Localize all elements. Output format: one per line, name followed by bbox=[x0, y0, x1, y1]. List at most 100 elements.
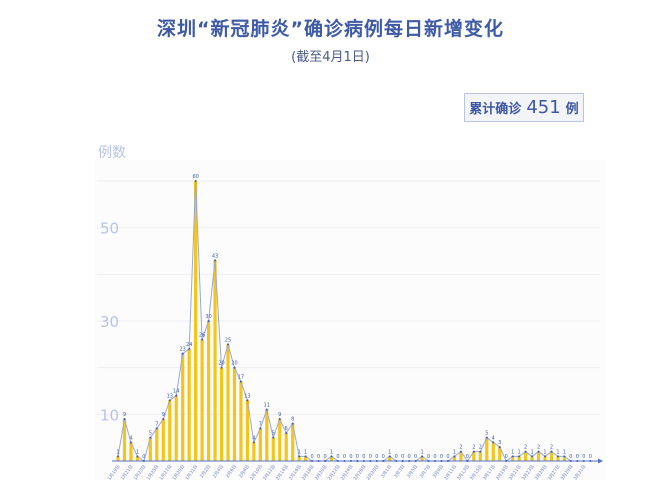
data-point bbox=[194, 180, 197, 182]
data-point bbox=[259, 427, 262, 430]
data-label: 7 bbox=[259, 421, 262, 427]
data-point bbox=[291, 422, 294, 425]
data-point bbox=[324, 460, 327, 462]
bar bbox=[129, 442, 133, 461]
data-label: 0 bbox=[569, 454, 572, 460]
data-label: 2 bbox=[537, 445, 540, 451]
chart-subtitle: (截至4月1日) bbox=[291, 50, 370, 65]
data-point bbox=[582, 460, 585, 462]
bar bbox=[549, 451, 554, 461]
data-point bbox=[201, 338, 204, 341]
bar bbox=[556, 456, 560, 461]
bar bbox=[155, 428, 159, 461]
data-label: 7 bbox=[155, 421, 158, 427]
data-point bbox=[511, 455, 514, 458]
data-point bbox=[220, 366, 223, 369]
data-point bbox=[233, 366, 236, 369]
y-tick-label: 50 bbox=[100, 220, 119, 238]
data-label: 11 bbox=[264, 403, 270, 409]
bar bbox=[135, 456, 140, 461]
data-point bbox=[589, 460, 592, 462]
data-point bbox=[278, 418, 281, 420]
data-label: 5 bbox=[149, 431, 152, 437]
x-axis-arrow bbox=[598, 458, 603, 464]
data-point bbox=[298, 455, 301, 458]
data-point bbox=[155, 427, 158, 430]
data-label: 0 bbox=[576, 454, 579, 460]
data-point bbox=[408, 460, 411, 462]
y-axis-label: 例数 bbox=[98, 145, 126, 161]
data-label: 3 bbox=[498, 440, 501, 446]
data-label: 0 bbox=[589, 454, 592, 460]
data-label: 0 bbox=[382, 454, 385, 460]
data-point bbox=[369, 460, 372, 462]
data-point bbox=[214, 259, 217, 262]
data-label: 1 bbox=[511, 449, 514, 455]
bar bbox=[491, 442, 495, 461]
bar bbox=[530, 456, 534, 461]
bar bbox=[271, 437, 275, 461]
bar bbox=[562, 456, 567, 461]
data-label: 5 bbox=[272, 431, 275, 437]
data-label: 0 bbox=[408, 454, 411, 460]
total-value: 451 bbox=[526, 97, 561, 118]
data-label: 9 bbox=[278, 412, 281, 418]
data-point bbox=[330, 455, 333, 458]
data-point bbox=[129, 441, 132, 444]
data-label: 17 bbox=[238, 375, 244, 381]
data-point bbox=[401, 460, 404, 462]
data-label: 1 bbox=[304, 449, 307, 455]
bar bbox=[116, 456, 120, 461]
data-label: 1 bbox=[388, 449, 391, 455]
data-label: 0 bbox=[375, 454, 378, 460]
data-label: 0 bbox=[446, 454, 449, 460]
data-label: 14 bbox=[173, 389, 179, 395]
data-point bbox=[356, 460, 359, 462]
data-point bbox=[544, 455, 547, 458]
data-point bbox=[375, 460, 378, 462]
data-point bbox=[181, 352, 184, 355]
data-point bbox=[175, 394, 178, 397]
data-label: 0 bbox=[395, 454, 398, 460]
data-point bbox=[537, 450, 540, 453]
bar bbox=[252, 442, 256, 461]
bar bbox=[459, 451, 463, 461]
data-label: 1 bbox=[518, 449, 521, 455]
bar bbox=[511, 456, 515, 461]
data-label: 2 bbox=[459, 445, 462, 451]
data-label: 2 bbox=[479, 445, 482, 451]
bar bbox=[498, 447, 502, 461]
bar bbox=[291, 423, 295, 461]
bar bbox=[168, 400, 172, 461]
data-point bbox=[304, 455, 307, 458]
data-label: 0 bbox=[433, 454, 436, 460]
data-label: 4 bbox=[252, 435, 255, 441]
bar bbox=[452, 456, 457, 461]
data-point bbox=[388, 455, 391, 458]
data-point bbox=[272, 436, 275, 439]
bar bbox=[485, 437, 489, 461]
data-point bbox=[446, 460, 449, 462]
bar bbox=[478, 451, 482, 461]
bar bbox=[226, 344, 230, 461]
data-label: 0 bbox=[349, 454, 352, 460]
data-point bbox=[466, 460, 469, 462]
y-tick-label: 10 bbox=[100, 406, 119, 424]
bar bbox=[206, 321, 211, 461]
data-point bbox=[149, 436, 152, 439]
data-point bbox=[362, 460, 365, 462]
data-point bbox=[427, 460, 430, 462]
data-point bbox=[550, 450, 553, 453]
data-label: 1 bbox=[543, 449, 546, 455]
data-label: 4 bbox=[129, 435, 132, 441]
data-label: 20 bbox=[231, 361, 237, 367]
data-label: 5 bbox=[485, 431, 488, 437]
data-point bbox=[226, 343, 229, 346]
bar bbox=[194, 181, 198, 461]
data-label: 1 bbox=[563, 449, 566, 455]
total-suffix: 例 bbox=[565, 102, 579, 117]
data-point bbox=[239, 380, 242, 383]
data-point bbox=[188, 348, 191, 350]
data-point bbox=[453, 455, 456, 458]
data-point bbox=[485, 436, 488, 439]
